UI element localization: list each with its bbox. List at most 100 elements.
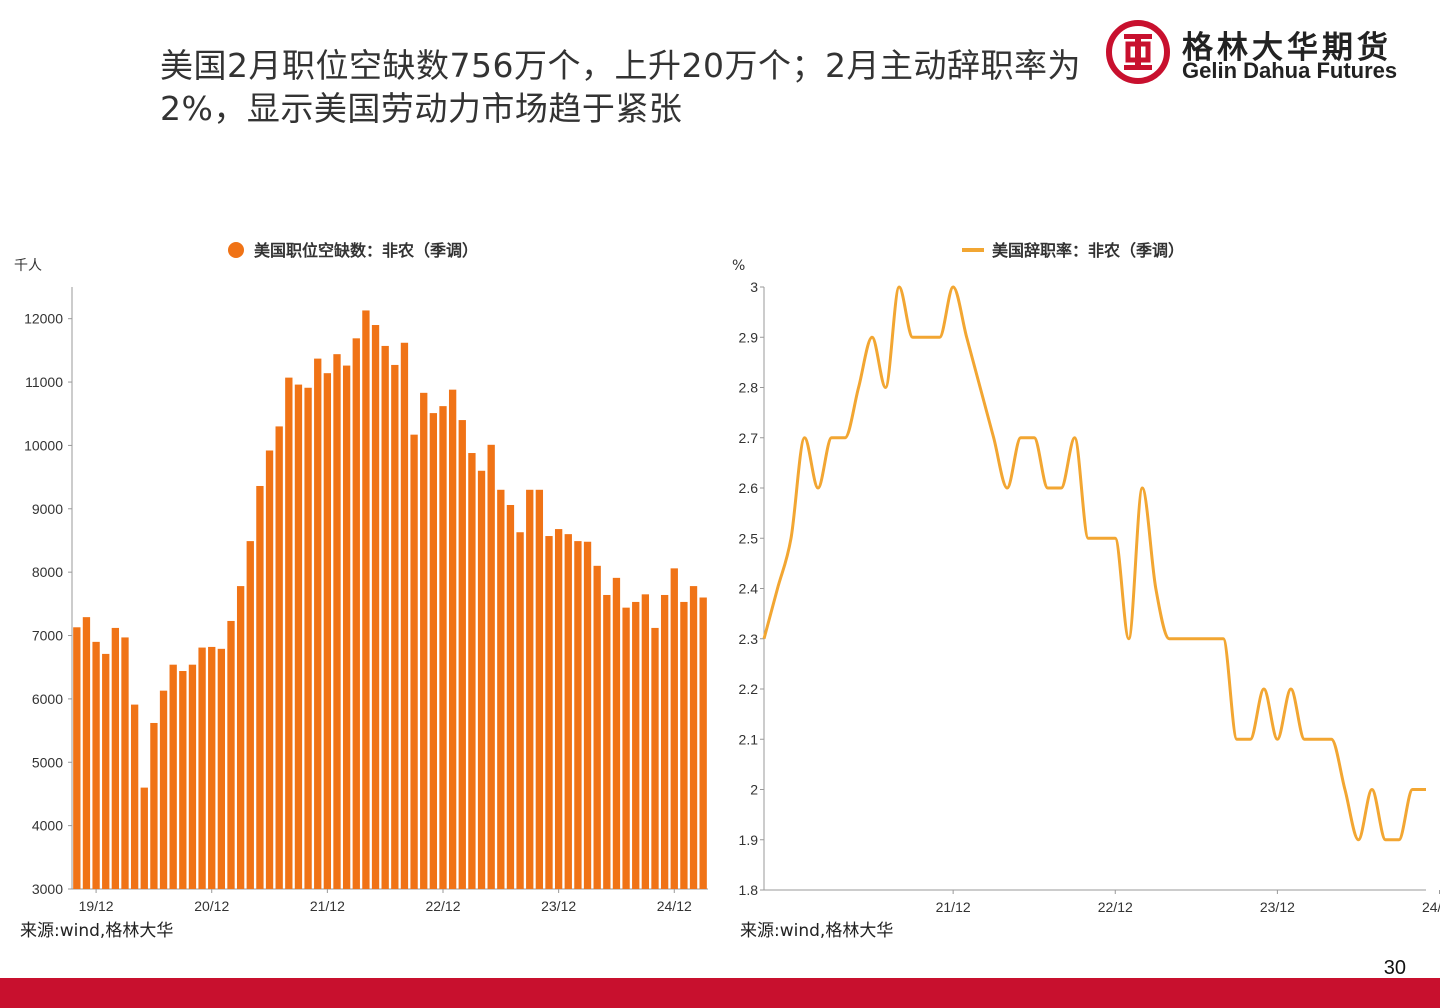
bar [102,653,110,889]
slide-title: 美国2月职位空缺数756万个，上升20万个；2月主动辞职率为2%，显示美国劳动力… [160,46,1081,128]
y-tick-label: 3 [750,279,758,295]
page-number: 30 [1383,957,1406,979]
x-tick-label: 19/12 [79,898,114,914]
bar [699,597,707,889]
bar [188,664,197,889]
bar [236,586,245,889]
bar [564,534,572,889]
y-tick-label: 12000 [24,311,63,327]
y-tick-label: 11000 [25,374,63,390]
x-tick-label: 21/12 [936,899,971,915]
bar [362,310,370,889]
bar [179,671,187,889]
logo-name-cn: 格林大华期货 [1182,30,1392,66]
bar [593,565,601,889]
x-tick-label: 24/12 [1422,899,1440,915]
bar [285,377,293,889]
y-axis-unit: % [732,258,745,274]
bar [111,627,120,889]
bar [92,641,100,889]
y-tick-label: 2.4 [739,581,759,597]
y-tick-label: 5000 [32,754,63,770]
bar [73,627,81,889]
bar [680,601,688,889]
x-tick-label: 22/12 [425,898,460,914]
source-note-right: 来源:wind,格林大华 [740,921,894,941]
y-tick-label: 2 [750,782,758,798]
bar [150,722,158,889]
bar [381,345,389,889]
bar [314,358,322,889]
y-tick-label: 8000 [32,564,63,580]
bar [371,325,380,889]
y-tick-label: 2.7 [739,430,759,446]
job-openings-bar-chart: 美国职位空缺数：非农（季调） 千人 3000 4000 5000 6000 7000 80… [14,241,708,914]
bar [468,453,476,889]
bar [391,364,399,889]
bar [651,627,659,889]
logo-emblem-icon [1106,20,1170,84]
y-tick-label: 9000 [32,501,63,517]
y-axis-unit: 千人 [14,258,42,274]
bar [198,647,206,889]
y-tick-label: 6000 [32,691,63,707]
bar [458,420,466,889]
y-tick-label: 7000 [32,628,63,644]
bar [641,594,650,889]
x-tick-label: 23/12 [541,898,576,914]
y-tick-label: 3000 [32,881,63,897]
x-tick-label: 22/12 [1098,899,1133,915]
bar [554,529,563,889]
bar [670,568,678,889]
bar [275,426,283,889]
x-tick-label: 21/12 [310,898,345,914]
bar [342,365,351,889]
y-tick-label: 1.9 [739,832,759,848]
bar [323,373,332,889]
y-tick-label: 2.3 [739,631,759,647]
legend-marker [228,242,244,258]
bar [632,601,640,889]
quit-rate-line-chart: 美国辞职率：非农（季调） % 1.8 1.9 2 2.1 2.2 2.3 2.4 2.5 2.6… [732,241,1440,915]
y-tick-label: 10000 [24,437,63,453]
y-tick-label: 2.5 [739,530,759,546]
bar [82,617,91,889]
bar [574,541,582,889]
bar [545,536,553,889]
x-tick-label: 20/12 [194,898,229,914]
bar [660,594,669,889]
y-tick-label: 2.8 [739,380,759,396]
y-tick-label: 4000 [32,818,63,834]
y-tick-label: 2.1 [739,731,759,747]
source-note-left: 来源:wind,格林大华 [20,921,174,941]
logo-name-en: Gelin Dahua Futures [1182,58,1398,83]
bar [583,541,592,889]
series-line-quit-rate [762,285,1426,842]
bar [169,664,177,889]
bar [130,704,139,889]
y-tick-label: 2.6 [739,480,759,496]
bar [506,504,515,889]
footer-bar [0,978,1440,1008]
bar [526,489,534,889]
bar [612,577,621,889]
bar [603,594,611,889]
bar [304,387,312,889]
y-tick-label: 2.2 [739,681,759,697]
bar [439,406,447,889]
bar [410,434,418,889]
x-tick-label: 23/12 [1260,899,1295,915]
bar [140,787,148,889]
bar [477,470,486,889]
bar [265,450,274,889]
bar [429,413,438,889]
bar [535,489,544,889]
bar [352,338,360,889]
legend-label: 美国职位空缺数：非农（季调） [254,241,478,260]
bar [217,648,226,889]
bar [516,532,524,889]
legend-label: 美国辞职率：非农（季调） [992,241,1184,260]
bar [294,384,303,889]
bar [622,607,630,889]
bar [159,690,168,889]
